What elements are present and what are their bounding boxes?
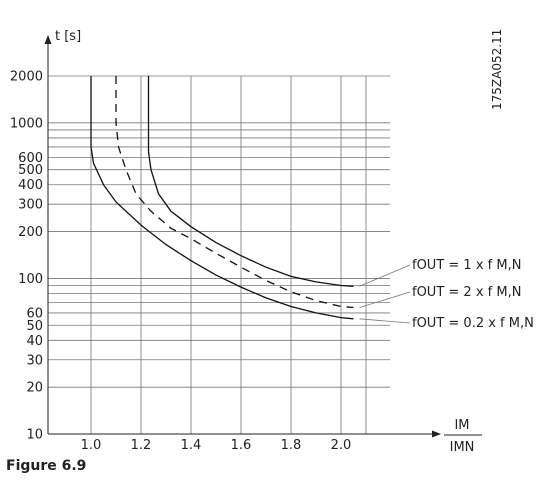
x-tick-label: 1.2 xyxy=(131,438,152,453)
legend-leader-line xyxy=(359,264,411,287)
y-tick-label: 200 xyxy=(18,225,43,240)
y-tick-label: 300 xyxy=(18,198,43,213)
x-tick-label: 1.6 xyxy=(231,438,252,453)
x-tick-label: 2.0 xyxy=(331,438,352,453)
y-tick-label: 30 xyxy=(26,353,43,368)
y-tick-label: 100 xyxy=(18,272,43,287)
series-line xyxy=(90,76,354,320)
figure-caption: Figure 6.9 xyxy=(6,458,87,474)
legend-label: fOUT = 0.2 x f M,N xyxy=(412,316,534,331)
x-axis-label-numerator: IM xyxy=(454,418,469,433)
x-axis-label-denominator: IMN xyxy=(450,440,475,455)
x-axis-arrow xyxy=(432,430,441,438)
legend-leader-line xyxy=(359,318,411,324)
y-tick-label: 600 xyxy=(18,151,43,166)
y-tick-label: 400 xyxy=(18,178,43,193)
x-tick-label: 1.4 xyxy=(181,438,202,453)
y-tick-label: 10 xyxy=(26,428,43,443)
figure-reference-id: 175ZA052.11 xyxy=(490,28,504,110)
legend-leader-line xyxy=(359,291,411,308)
y-tick-label: 50 xyxy=(26,319,43,334)
y-axis-label: t [s] xyxy=(55,29,81,44)
y-tick-label: 1000 xyxy=(10,116,43,131)
y-axis-arrow xyxy=(44,35,52,44)
x-tick-label: 1.0 xyxy=(81,438,102,453)
y-tick-label: 500 xyxy=(18,163,43,178)
y-tick-label: 60 xyxy=(26,306,43,321)
x-tick-label: 1.8 xyxy=(281,438,302,453)
legend-label: fOUT = 1 x f M,N xyxy=(412,258,521,273)
legend-label: fOUT = 2 x f M,N xyxy=(412,285,521,300)
y-tick-label: 2000 xyxy=(10,70,43,85)
series-line xyxy=(115,76,354,309)
y-tick-label: 20 xyxy=(26,381,43,396)
y-tick-label: 40 xyxy=(26,334,43,349)
series-line xyxy=(147,76,354,287)
